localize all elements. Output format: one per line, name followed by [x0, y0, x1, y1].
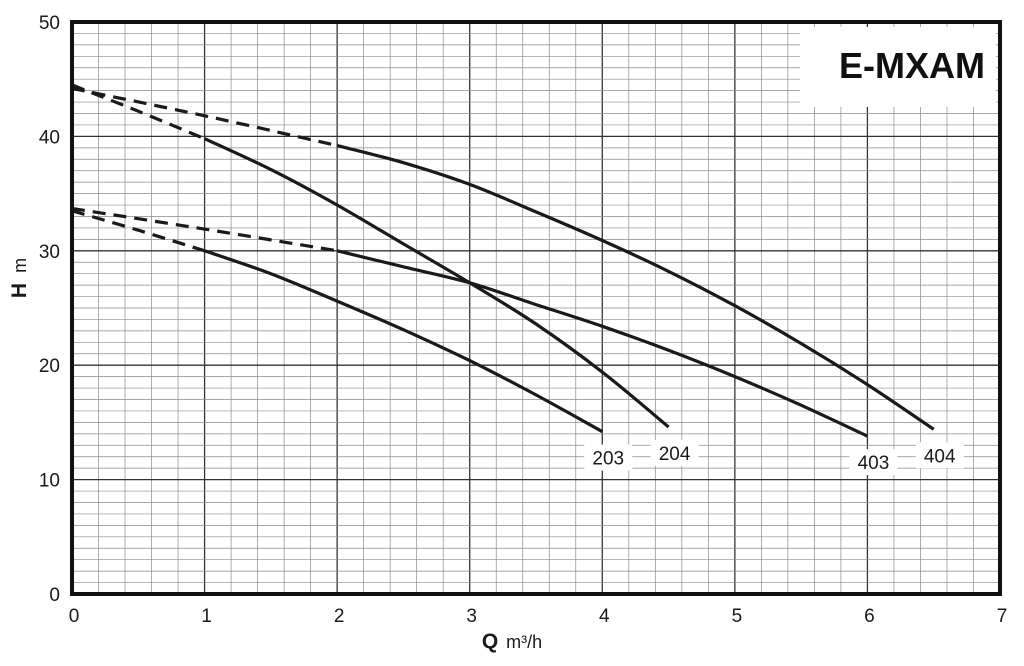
y-tick-label: 30	[39, 242, 60, 263]
curve-label-404: 404	[915, 442, 964, 469]
curve-204-dashed	[71, 83, 206, 141]
x-tick-label: 1	[201, 606, 212, 627]
curve-404-dashed	[71, 86, 338, 148]
y-axis-title: Hm	[8, 258, 31, 298]
curves	[71, 83, 935, 438]
curve-203-dashed	[71, 209, 206, 253]
curve-label-text: 203	[592, 449, 624, 470]
x-axis-symbol: Q	[482, 630, 498, 653]
curve-403-solid	[336, 249, 869, 438]
y-tick-label: 0	[49, 585, 60, 606]
x-tick-label: 7	[997, 606, 1008, 627]
curve-label-background	[915, 442, 964, 469]
y-tick-label: 20	[39, 356, 60, 377]
curve-label-text: 403	[858, 453, 890, 474]
x-tick-label: 5	[732, 606, 743, 627]
curve-label-403: 403	[849, 449, 898, 476]
tick-labels: 0 1 2 3 4 5 6 7 0 10 20 30 40 50	[39, 13, 1007, 627]
curve-labels: 203 204 403 404	[584, 439, 964, 476]
curve-label-204: 204	[650, 439, 699, 466]
x-tick-label: 6	[864, 606, 875, 627]
curve-label-background	[849, 449, 898, 476]
y-tick-label: 10	[39, 471, 60, 492]
curve-label-text: 204	[659, 444, 691, 465]
curve-203-solid	[204, 249, 604, 434]
title-badge-background	[800, 27, 996, 107]
chart-title: E-MXAM	[839, 45, 985, 86]
curve-label-background	[650, 439, 699, 466]
curve-label-203: 203	[584, 444, 633, 471]
svg-text:Qm³/h: Qm³/h	[482, 630, 542, 653]
grid	[71, 21, 1001, 595]
curve-403-dashed	[71, 206, 338, 253]
x-tick-label: 0	[69, 606, 80, 627]
x-tick-label: 4	[599, 606, 610, 627]
x-axis-unit: m³/h	[506, 632, 542, 652]
curve-label-background	[584, 444, 633, 471]
title-badge: E-MXAM	[800, 27, 996, 107]
y-tick-label: 40	[39, 127, 60, 148]
curve-404-solid	[336, 144, 935, 431]
y-axis-symbol: H	[8, 283, 31, 298]
x-tick-label: 3	[466, 606, 477, 627]
plot-frame	[70, 20, 1002, 596]
x-tick-label: 2	[334, 606, 345, 627]
svg-text:Hm: Hm	[8, 258, 31, 298]
y-tick-label: 50	[39, 13, 60, 34]
y-axis-unit: m	[10, 258, 30, 273]
curve-label-text: 404	[924, 446, 956, 467]
curve-204-solid	[203, 137, 670, 429]
